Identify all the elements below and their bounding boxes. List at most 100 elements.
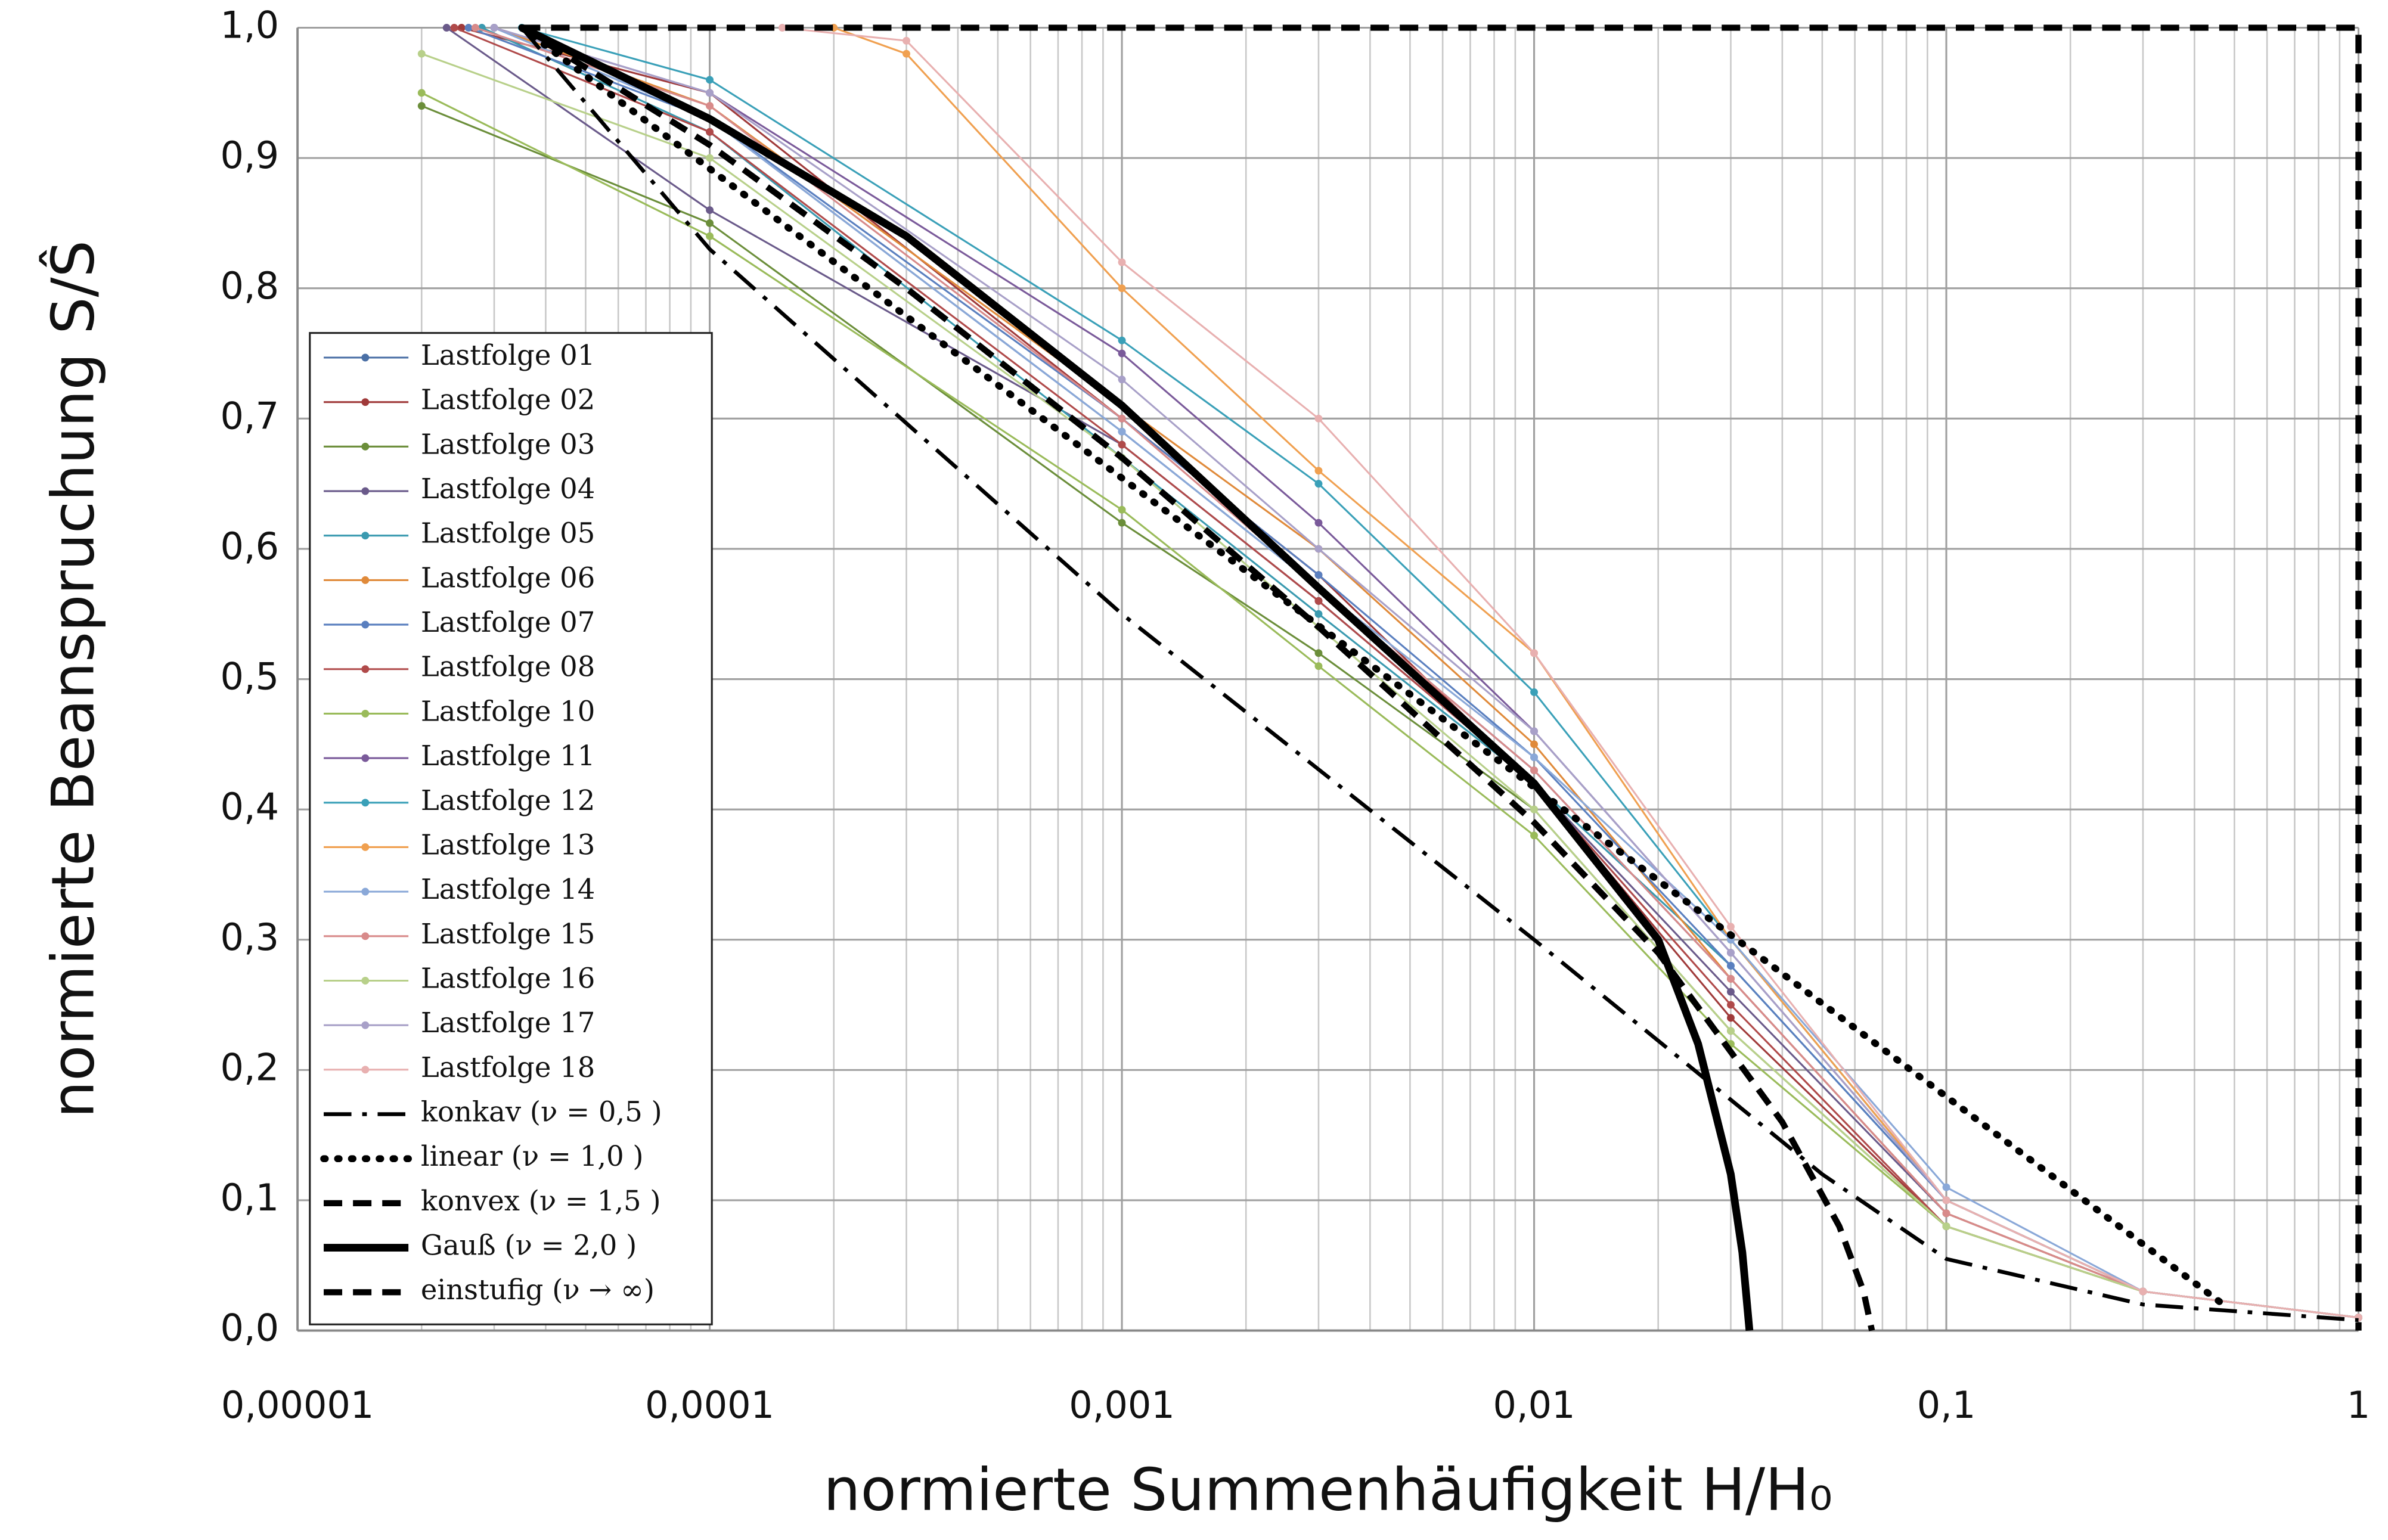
x-tick-label: 0,01 bbox=[1493, 1383, 1576, 1427]
y-axis-label: normierte Beanspruchung S/Ŝ bbox=[38, 240, 107, 1118]
legend-label: Lastfolge 05 bbox=[421, 517, 595, 549]
y-tick-label: 0,9 bbox=[220, 133, 279, 177]
y-tick-label: 1,0 bbox=[220, 4, 279, 47]
data-point bbox=[1942, 1183, 1950, 1191]
data-point bbox=[1530, 727, 1539, 735]
y-tick-label: 0,7 bbox=[220, 394, 279, 437]
legend-label: Lastfolge 12 bbox=[421, 784, 595, 816]
series-line bbox=[520, 24, 1754, 1331]
data-point bbox=[464, 24, 473, 32]
legend-label: Lastfolge 13 bbox=[421, 828, 595, 861]
series-line bbox=[833, 27, 2359, 1319]
legend-label: Lastfolge 08 bbox=[421, 651, 595, 683]
series-line bbox=[518, 24, 2227, 1308]
data-point bbox=[1118, 505, 1126, 514]
data-point bbox=[1942, 1222, 1950, 1231]
data-point bbox=[1314, 610, 1323, 618]
data-point bbox=[471, 24, 479, 32]
legend-marker bbox=[361, 709, 370, 718]
legend-label: Lastfolge 18 bbox=[421, 1051, 595, 1083]
data-point bbox=[1314, 571, 1323, 579]
data-point bbox=[1314, 480, 1323, 488]
series-line bbox=[522, 24, 2362, 1331]
data-point bbox=[1314, 518, 1323, 527]
y-tick-label: 0,0 bbox=[220, 1306, 279, 1350]
data-point bbox=[903, 36, 910, 45]
data-point bbox=[1530, 766, 1539, 775]
y-tick-label: 0,2 bbox=[220, 1045, 279, 1089]
data-point bbox=[1118, 284, 1126, 293]
data-point bbox=[1530, 805, 1539, 814]
data-point bbox=[706, 89, 714, 97]
data-point bbox=[1118, 349, 1126, 358]
legend-label: linear (ν = 1,0 ) bbox=[421, 1140, 644, 1172]
legend-marker bbox=[361, 1021, 370, 1029]
data-point bbox=[1530, 649, 1539, 657]
legend-marker bbox=[361, 398, 370, 406]
data-point bbox=[706, 76, 714, 84]
legend-label: Lastfolge 07 bbox=[421, 606, 595, 638]
y-tick-label: 0,4 bbox=[220, 785, 279, 828]
y-tick-label: 0,3 bbox=[220, 915, 279, 959]
x-tick-label: 0,001 bbox=[1069, 1383, 1175, 1427]
x-tick-label: 0,00001 bbox=[221, 1383, 374, 1427]
data-point bbox=[778, 24, 786, 32]
legend-label: Gauß (ν = 2,0 ) bbox=[421, 1229, 637, 1262]
legend-label: Lastfolge 15 bbox=[421, 918, 595, 950]
data-point bbox=[417, 89, 426, 97]
legend-label: Lastfolge 02 bbox=[421, 384, 595, 416]
data-point bbox=[1530, 740, 1539, 749]
x-tick-label: 1 bbox=[2347, 1383, 2370, 1427]
y-tick-label: 0,5 bbox=[220, 655, 279, 698]
data-point bbox=[1727, 962, 1735, 970]
data-point bbox=[1727, 974, 1735, 983]
data-point bbox=[1530, 688, 1539, 696]
legend-marker bbox=[361, 532, 370, 540]
data-point bbox=[1118, 258, 1126, 266]
data-point bbox=[1942, 1209, 1950, 1218]
data-point bbox=[1727, 988, 1735, 996]
data-point bbox=[1118, 518, 1126, 527]
data-point bbox=[1530, 753, 1539, 762]
legend-marker bbox=[361, 887, 370, 896]
legend-marker bbox=[361, 754, 370, 762]
data-point bbox=[1314, 649, 1323, 657]
legend-marker bbox=[361, 843, 370, 851]
data-point bbox=[1727, 1014, 1735, 1022]
series-line bbox=[494, 27, 2359, 1319]
data-point bbox=[442, 24, 451, 32]
data-point bbox=[706, 206, 714, 215]
legend-marker bbox=[361, 620, 370, 629]
legend-label: Lastfolge 04 bbox=[421, 473, 595, 505]
x-axis-label: normierte Summenhäufigkeit H/H₀ bbox=[823, 1456, 1832, 1524]
y-tick-label: 0,6 bbox=[220, 524, 279, 568]
legend-label: Lastfolge 11 bbox=[421, 740, 595, 772]
data-point bbox=[490, 24, 498, 32]
data-point bbox=[1530, 831, 1539, 840]
data-point bbox=[1314, 414, 1323, 423]
data-point bbox=[2139, 1287, 2147, 1296]
legend-marker bbox=[361, 932, 370, 940]
data-point bbox=[706, 232, 714, 240]
legend-marker bbox=[361, 442, 370, 451]
data-point bbox=[1314, 662, 1323, 670]
x-tick-label: 0,0001 bbox=[645, 1383, 774, 1427]
data-point bbox=[1314, 597, 1323, 605]
data-point bbox=[1118, 440, 1126, 449]
legend-label: Lastfolge 06 bbox=[421, 561, 595, 594]
data-point bbox=[1727, 949, 1735, 957]
series-line bbox=[520, 25, 1875, 1331]
legend-marker bbox=[361, 977, 370, 985]
legend-label: Lastfolge 01 bbox=[421, 339, 595, 371]
data-point bbox=[1942, 1196, 1950, 1204]
legend-marker bbox=[361, 665, 370, 673]
series-line bbox=[520, 26, 2359, 1322]
data-point bbox=[1314, 545, 1323, 553]
data-point bbox=[706, 154, 714, 162]
legend-label: einstufig (ν → ∞) bbox=[421, 1274, 655, 1306]
data-point bbox=[903, 49, 910, 58]
data-point bbox=[1727, 1001, 1735, 1009]
legend-marker bbox=[361, 353, 370, 362]
data-point bbox=[1118, 414, 1126, 423]
